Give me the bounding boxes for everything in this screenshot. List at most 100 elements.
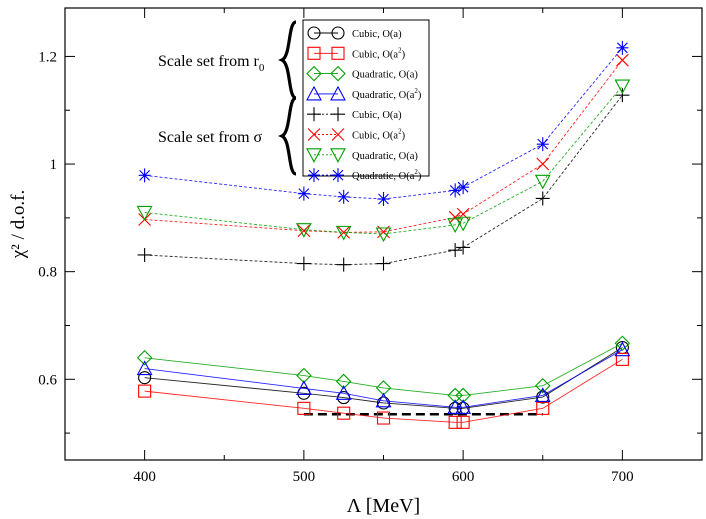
x-tick-label: 400 [133, 469, 156, 485]
group-label-text: Scale set from r [158, 53, 260, 70]
legend-item: Quadratic, O(a) [306, 148, 418, 163]
legend-label-text: Cubic, O(a) [352, 29, 402, 40]
legend-label-text: Quadratic, O(a [352, 90, 415, 101]
data-point [138, 168, 151, 183]
data-point [615, 352, 629, 366]
legend-marker [331, 107, 345, 122]
data-point [535, 191, 550, 206]
y-tick-label: 0.8 [38, 265, 57, 281]
series-2 [136, 335, 631, 404]
data-point [375, 227, 392, 243]
legend-item: Cubic, O(a2) [307, 128, 406, 142]
legend-label: Cubic, O(a) [352, 29, 402, 40]
y-tick-label: 0.6 [38, 372, 57, 388]
data-point [536, 157, 550, 171]
legend-marker [330, 85, 346, 101]
x-tick-label: 700 [611, 469, 634, 485]
group-label: Scale set from σ [158, 129, 263, 146]
legend-label: Quadratic, O(a2) [352, 168, 422, 182]
legend-label: Quadratic, O(a2) [352, 87, 422, 101]
series-line [144, 358, 623, 423]
data-point [376, 396, 391, 410]
data-point [335, 373, 352, 390]
legend-marker [306, 85, 322, 101]
y-axis-label: χ² / d.o.f. [8, 190, 29, 260]
data-point [337, 189, 350, 204]
legend-marker [307, 128, 321, 141]
legend-item: Quadratic, O(a2) [306, 85, 422, 101]
data-point [536, 401, 550, 415]
legend-marker [308, 168, 320, 183]
data-point [534, 174, 551, 190]
legend-marker [331, 46, 345, 60]
data-point [138, 371, 152, 385]
data-point [295, 380, 312, 395]
legend-label-text: Quadratic, O(a) [352, 70, 418, 81]
data-point [337, 406, 351, 420]
y-tick-label: 1 [50, 157, 58, 173]
legend-marker [307, 26, 321, 40]
data-point [615, 88, 630, 103]
series-line [144, 342, 623, 396]
legend-marker [330, 148, 346, 163]
series-line [144, 349, 623, 408]
data-point [335, 385, 352, 400]
legend-marker [306, 148, 322, 163]
group-label: Scale set from r0 [158, 53, 265, 74]
legend-label-text: Cubic, O(a) [352, 110, 402, 121]
legend-marker [332, 168, 344, 183]
legend-item: Cubic, O(a) [307, 107, 402, 122]
data-point [296, 256, 311, 271]
data-point [136, 205, 153, 221]
legend-label-sup: 2 [398, 128, 402, 136]
legend-label: Quadratic, O(a) [352, 151, 418, 162]
legend: Cubic, O(a)Cubic, O(a2)Quadratic, O(a)Qu… [302, 19, 430, 183]
legend-label-sup: 2 [414, 87, 418, 95]
data-point [534, 377, 551, 394]
x-tick-label: 600 [452, 469, 475, 485]
data-point [615, 53, 629, 67]
legend-marker [331, 128, 345, 141]
legend-label-sup: 2 [414, 168, 418, 176]
series-line [144, 47, 623, 200]
legend-label: Cubic, O(a2) [352, 128, 406, 142]
legend-label-text: Quadratic, O(a [352, 171, 415, 182]
data-point [455, 399, 472, 414]
data-point [616, 40, 629, 55]
data-point [614, 79, 631, 95]
legend-marker [306, 65, 322, 82]
data-point [297, 186, 310, 201]
data-point [456, 207, 470, 221]
legend-label-close: ) [402, 49, 406, 60]
y-tick-label: 1.2 [38, 49, 57, 65]
data-point [447, 399, 464, 414]
data-point [536, 137, 549, 152]
group-label-sub: 0 [259, 62, 265, 74]
x-axis-label: Λ [MeV] [347, 495, 420, 517]
data-point [456, 240, 471, 255]
data-point [377, 192, 390, 207]
data-point [614, 341, 631, 357]
series-line [144, 59, 623, 233]
data-point [136, 360, 153, 376]
data-point [136, 349, 153, 366]
legend-label: Quadratic, O(a) [352, 70, 418, 81]
data-point [138, 384, 152, 398]
series-1 [138, 352, 629, 429]
data-point [376, 256, 391, 271]
data-point [455, 216, 472, 232]
data-point [375, 392, 392, 408]
data-point [449, 183, 462, 198]
legend-item: Quadratic, O(a) [306, 65, 418, 82]
data-point [295, 223, 312, 238]
legend-label-close: ) [418, 90, 422, 101]
legend-label-text: Cubic, O(a [352, 131, 398, 142]
legend-label: Cubic, O(a2) [352, 46, 406, 60]
data-point [536, 390, 550, 404]
legend-label: Cubic, O(a) [352, 110, 402, 121]
data-point [137, 247, 152, 262]
data-point [455, 387, 471, 404]
group-brace [278, 20, 297, 100]
